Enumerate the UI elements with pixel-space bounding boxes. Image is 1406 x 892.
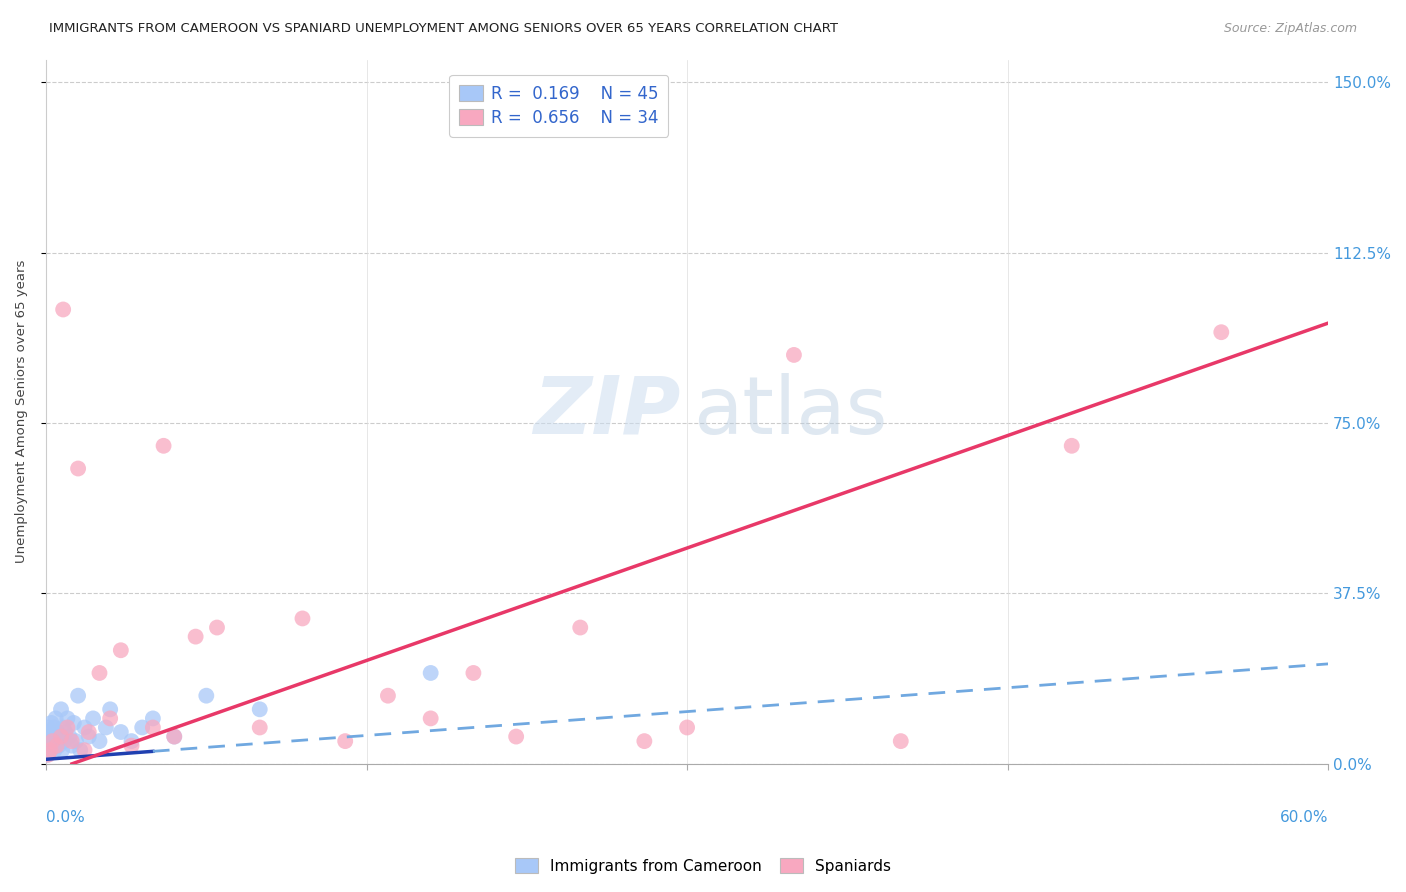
Point (291, 611, 314, 625)
Point (51, 743, 73, 757)
Point (110, 725, 132, 739)
Point (633, 734, 655, 748)
Point (48, 739, 70, 753)
Point (73, 721, 96, 735)
Point (49, 702, 72, 716)
Point (121, 739, 143, 753)
Legend: Immigrants from Cameroon, Spaniards: Immigrants from Cameroon, Spaniards (509, 852, 897, 880)
Point (335, 734, 357, 748)
Point (195, 689, 218, 703)
Point (98, 711, 121, 725)
Text: Source: ZipAtlas.com: Source: ZipAtlas.com (1223, 22, 1357, 36)
Point (42, 739, 65, 753)
Legend: R =  0.169    N = 45, R =  0.656    N = 34: R = 0.169 N = 45, R = 0.656 N = 34 (450, 75, 668, 136)
Point (89, 734, 111, 748)
Point (56, 721, 79, 735)
Point (98, 702, 121, 716)
Point (184, 630, 207, 644)
Point (41, 734, 63, 748)
Point (377, 689, 399, 703)
Point (569, 621, 592, 635)
Point (783, 348, 806, 362)
Point (890, 734, 912, 748)
Point (37, 747, 59, 762)
Point (37, 721, 59, 735)
Point (39, 743, 62, 757)
Point (121, 734, 143, 748)
Point (46, 725, 69, 739)
Point (142, 711, 165, 725)
Point (77, 730, 100, 744)
Point (419, 711, 441, 725)
Point (60, 739, 83, 753)
Point (58, 730, 80, 744)
Point (249, 721, 271, 735)
Point (110, 643, 132, 657)
Point (45, 739, 67, 753)
Point (131, 721, 153, 735)
Point (152, 439, 174, 453)
Point (45, 734, 67, 748)
Point (52, 721, 75, 735)
Point (60, 734, 83, 748)
Point (67, 461, 90, 475)
Point (65, 734, 87, 748)
Point (38, 743, 60, 757)
Point (142, 721, 165, 735)
Text: 60.0%: 60.0% (1279, 810, 1329, 824)
Point (69, 743, 91, 757)
Point (419, 665, 441, 680)
Point (505, 730, 527, 744)
Point (676, 721, 699, 735)
Point (249, 702, 271, 716)
Point (53, 734, 76, 748)
Point (41, 715, 63, 730)
Point (38, 730, 60, 744)
Point (77, 725, 100, 739)
Point (44, 721, 66, 735)
Y-axis label: Unemployment Among Seniors over 65 years: Unemployment Among Seniors over 65 years (15, 260, 28, 564)
Point (73, 743, 96, 757)
Point (49, 730, 72, 744)
Point (53, 725, 76, 739)
Point (39, 743, 62, 757)
Point (52, 302, 75, 317)
Point (463, 665, 485, 680)
Point (38, 739, 60, 753)
Point (37, 734, 59, 748)
Point (163, 730, 186, 744)
Point (205, 621, 228, 635)
Point (163, 730, 186, 744)
Text: 0.0%: 0.0% (46, 810, 84, 824)
Point (94, 721, 117, 735)
Point (39, 725, 62, 739)
Text: ZIP: ZIP (533, 373, 681, 450)
Point (1060, 439, 1083, 453)
Point (37, 747, 59, 762)
Point (67, 689, 90, 703)
Point (89, 665, 111, 680)
Point (63, 715, 86, 730)
Point (41, 730, 63, 744)
Point (44, 743, 66, 757)
Point (1211, 325, 1233, 339)
Point (82, 711, 104, 725)
Point (45, 711, 67, 725)
Text: atlas: atlas (693, 373, 887, 450)
Point (56, 711, 79, 725)
Point (49, 730, 72, 744)
Point (41, 734, 63, 748)
Text: IMMIGRANTS FROM CAMEROON VS SPANIARD UNEMPLOYMENT AMONG SENIORS OVER 65 YEARS CO: IMMIGRANTS FROM CAMEROON VS SPANIARD UNE… (49, 22, 838, 36)
